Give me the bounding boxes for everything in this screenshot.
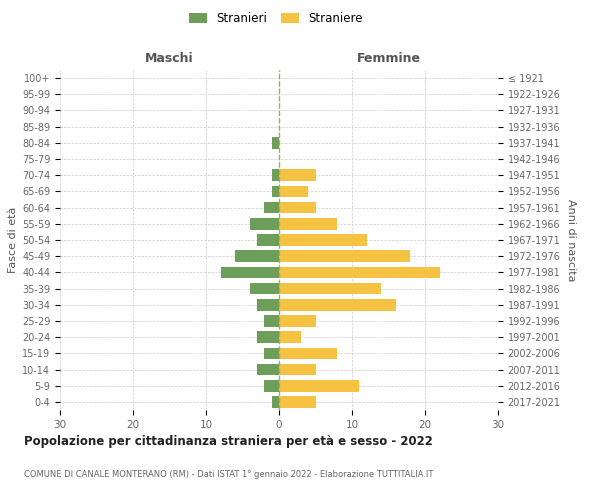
Bar	[257, 234, 279, 246]
Bar	[250, 282, 279, 294]
Bar	[279, 299, 396, 310]
Bar	[265, 348, 279, 359]
Bar	[279, 186, 308, 198]
Bar	[279, 364, 316, 376]
Bar	[279, 170, 316, 181]
Bar	[279, 332, 301, 343]
Y-axis label: Fasce di età: Fasce di età	[8, 207, 18, 273]
Bar	[221, 266, 279, 278]
Bar	[279, 266, 440, 278]
Bar	[257, 299, 279, 310]
Bar	[279, 396, 316, 407]
Bar	[265, 380, 279, 392]
Bar	[279, 315, 316, 327]
Bar	[265, 315, 279, 327]
Bar	[279, 202, 316, 213]
Bar	[279, 380, 359, 392]
Text: Popolazione per cittadinanza straniera per età e sesso - 2022: Popolazione per cittadinanza straniera p…	[24, 435, 433, 448]
Text: COMUNE DI CANALE MONTERANO (RM) - Dati ISTAT 1° gennaio 2022 - Elaborazione TUTT: COMUNE DI CANALE MONTERANO (RM) - Dati I…	[24, 470, 433, 479]
Bar	[279, 234, 367, 246]
Legend: Stranieri, Straniere: Stranieri, Straniere	[185, 8, 367, 28]
Bar	[279, 218, 337, 230]
Bar	[235, 250, 279, 262]
Bar	[279, 348, 337, 359]
Bar	[272, 137, 279, 148]
Y-axis label: Anni di nascita: Anni di nascita	[566, 198, 576, 281]
Bar	[279, 250, 410, 262]
Bar	[265, 202, 279, 213]
Bar	[250, 218, 279, 230]
Bar	[272, 170, 279, 181]
Bar	[272, 186, 279, 198]
Bar	[257, 364, 279, 376]
Bar	[272, 396, 279, 407]
Text: Femmine: Femmine	[356, 52, 421, 65]
Text: Maschi: Maschi	[145, 52, 194, 65]
Bar	[279, 282, 381, 294]
Bar	[257, 332, 279, 343]
